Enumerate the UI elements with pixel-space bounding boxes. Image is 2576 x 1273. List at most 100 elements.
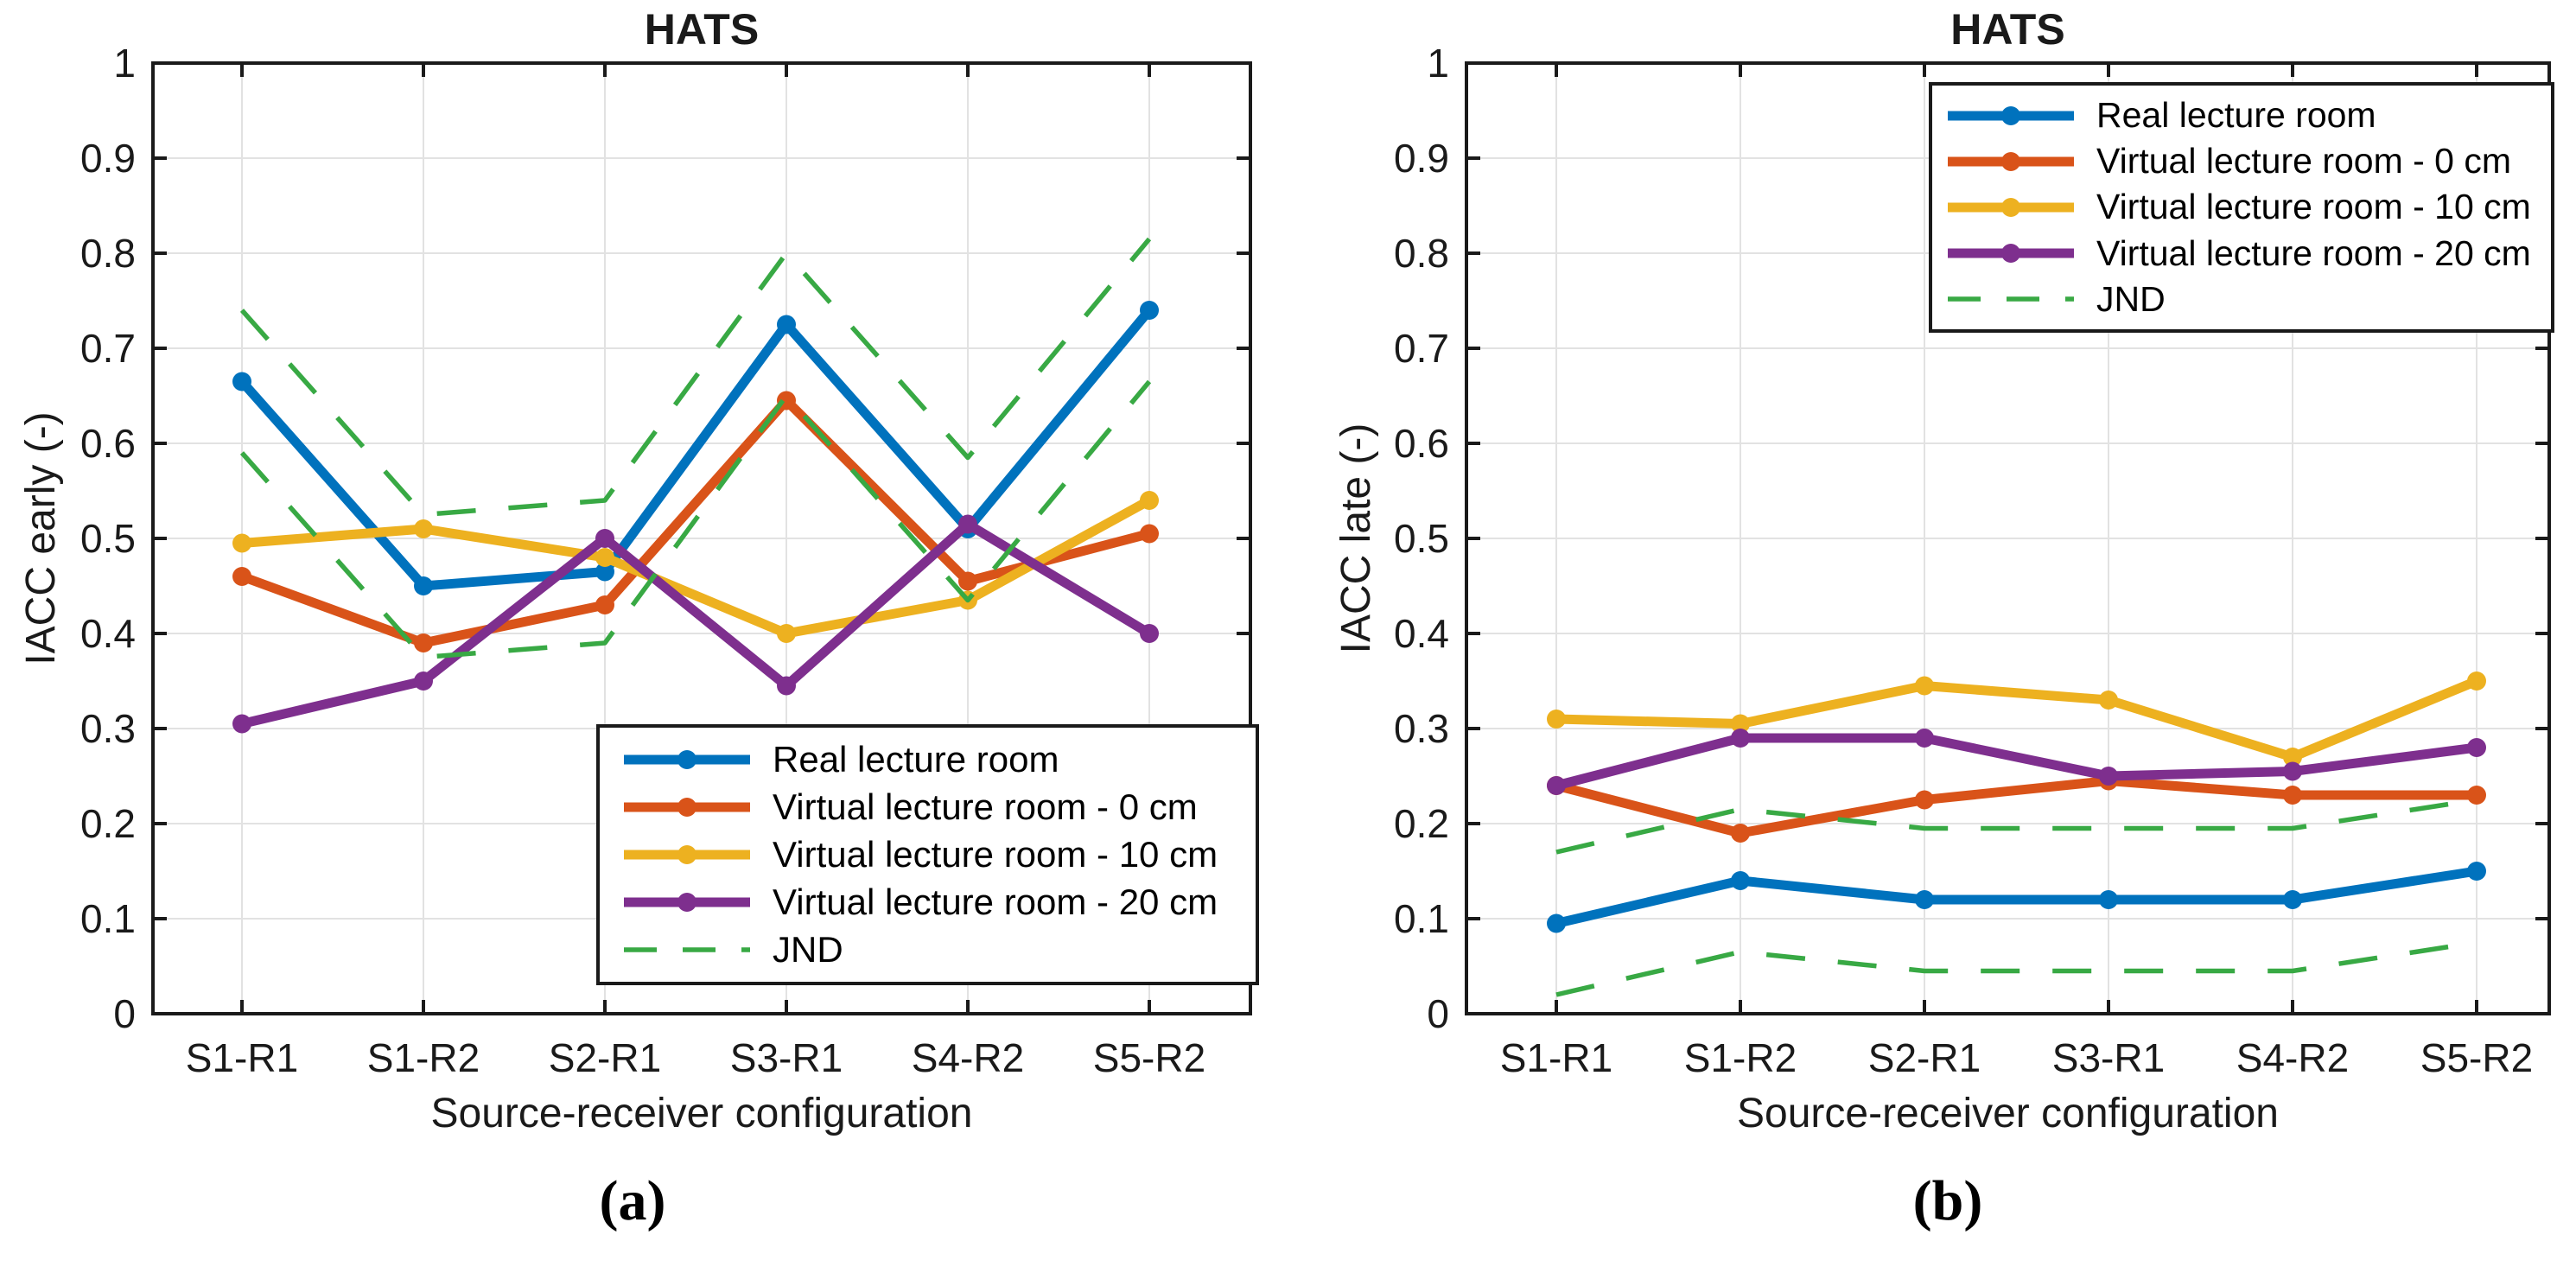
data-point-S5-R2 (2467, 786, 2486, 805)
data-point-S4-R2 (2283, 890, 2302, 909)
data-point-S5-R2 (1140, 301, 1159, 320)
data-point-S3-R1 (777, 315, 796, 334)
panel-b-xlabel: Source-receiver configuration (1737, 1091, 2279, 1136)
legend-line-sample (1948, 244, 2074, 264)
panel-a-xlabel: Source-receiver configuration (430, 1091, 973, 1136)
subfigure-a-caption: (a) (599, 1169, 666, 1232)
y-tick-label: 0.8 (1394, 231, 1449, 276)
data-point-S1-R1 (232, 567, 251, 586)
y-tick-label: 0.3 (1394, 706, 1449, 751)
legend-label: JND (2096, 278, 2166, 319)
subfigure-b-caption: (b) (1912, 1169, 1983, 1232)
y-tick-label: 0.2 (1394, 801, 1449, 846)
y-tick-label: 0.6 (1394, 421, 1449, 466)
legend-dashed-line-sample (1948, 296, 2074, 302)
series-jnd-upper-line (1555, 797, 2477, 855)
data-point-S5-R2 (1140, 524, 1159, 544)
data-point-S3-R1 (777, 676, 796, 696)
legend-entry: JND (1946, 279, 2546, 320)
data-point-S1-R2 (414, 519, 433, 538)
data-point-S2-R1 (1915, 890, 1934, 909)
legend-line-sample (624, 750, 750, 770)
legend-entry: Real lecture room (1946, 95, 2546, 136)
data-point-S3-R1 (2099, 890, 2118, 909)
legend-label: Real lecture room (773, 739, 1059, 780)
data-point-S2-R1 (1915, 676, 1934, 696)
x-tick-label: S4-R2 (2236, 1035, 2349, 1080)
series-jnd-upper-line (239, 237, 1152, 518)
data-point-S1-R1 (232, 533, 251, 553)
data-point-S1-R2 (414, 672, 433, 691)
data-point-S1-R2 (1731, 824, 1750, 843)
legend-label: Virtual lecture room - 0 cm (2096, 141, 2512, 181)
x-tick-label: S2-R1 (1868, 1035, 1981, 1080)
data-point-S1-R1 (232, 714, 251, 734)
data-point-S1-R1 (1547, 776, 1566, 795)
data-point-S5-R2 (1140, 624, 1159, 643)
data-point-S2-R1 (1915, 729, 1934, 748)
x-tick-label: S5-R2 (1093, 1035, 1205, 1080)
x-tick-label: S3-R1 (730, 1035, 843, 1080)
data-point-S4-R2 (2283, 786, 2302, 805)
x-tick-label: S1-R1 (186, 1035, 298, 1080)
x-tick-label: S4-R2 (912, 1035, 1024, 1080)
data-point-S1-R2 (1731, 871, 1750, 890)
data-point-S2-R1 (595, 548, 614, 567)
data-point-S2-R1 (595, 529, 614, 548)
legend-entry: Virtual lecture room - 10 cm (622, 834, 1250, 875)
legend-entry: Virtual lecture room - 20 cm (1946, 233, 2546, 274)
legend-label: JND (773, 928, 843, 970)
legend-entry: Virtual lecture room - 20 cm (622, 882, 1250, 923)
panel-a-legend: Real lecture room Virtual lecture room - … (596, 724, 1259, 985)
data-point-S5-R2 (2467, 862, 2486, 881)
panel-b-legend: Real lecture room Virtual lecture room - … (1929, 82, 2554, 333)
series-virtual-lecture-room-0-cm-line (1555, 776, 2477, 838)
legend-entry: Virtual lecture room - 0 cm (622, 786, 1250, 828)
data-point-S3-R1 (777, 624, 796, 643)
series-virtual-lecture-room-0-cm-line (240, 396, 1151, 648)
y-tick-label: 1 (113, 41, 136, 86)
series-real-lecture-room-line (238, 307, 1154, 591)
y-tick-label: 0.2 (80, 801, 136, 846)
y-tick-label: 1 (1427, 41, 1449, 86)
data-point-S1-R1 (1547, 913, 1566, 933)
legend-dashed-line-sample (624, 946, 750, 952)
y-tick-label: 0.9 (80, 136, 136, 181)
legend-line-sample (1948, 197, 2074, 217)
legend-line-sample (624, 798, 750, 818)
legend-label: Real lecture room (2096, 95, 2376, 136)
y-tick-label: 0.9 (1394, 136, 1449, 181)
legend-line-sample (624, 844, 750, 864)
legend-line-sample (1948, 105, 2074, 125)
x-tick-label: S5-R2 (2420, 1035, 2533, 1080)
y-tick-label: 0.7 (1394, 326, 1449, 371)
legend-line-sample (1948, 151, 2074, 171)
data-point-S5-R2 (1140, 491, 1159, 510)
legend-entry: Virtual lecture room - 0 cm (1946, 141, 2546, 181)
y-tick-label: 0.1 (80, 896, 136, 941)
x-tick-label: S1-R2 (1684, 1035, 1797, 1080)
y-tick-label: 0.6 (80, 421, 136, 466)
data-point-S2-R1 (1915, 790, 1934, 810)
legend-label: Virtual lecture room - 20 cm (2096, 232, 2531, 273)
y-tick-label: 0.1 (1394, 896, 1449, 941)
data-point-S1-R1 (1547, 710, 1566, 729)
y-tick-label: 0.4 (1394, 611, 1449, 656)
series-real-lecture-room-line (1555, 866, 2477, 928)
legend-entry: Virtual lecture room - 10 cm (1946, 187, 2546, 227)
series-jnd-lower-line (239, 379, 1152, 660)
y-tick-label: 0.5 (80, 516, 136, 561)
series-virtual-lecture-room-20-cm-line (240, 519, 1152, 729)
y-tick-label: 0.4 (80, 611, 136, 656)
y-tick-label: 0.8 (80, 231, 136, 276)
data-point-S1-R2 (414, 576, 433, 595)
x-tick-label: S1-R1 (1500, 1035, 1612, 1080)
legend-label: Virtual lecture room - 10 cm (2096, 187, 2531, 227)
panel-a-title: HATS (644, 5, 760, 54)
data-point-S4-R2 (2283, 761, 2302, 781)
data-point-S4-R2 (2283, 748, 2302, 767)
data-point-S1-R2 (1731, 714, 1750, 734)
legend-label: Virtual lecture room - 20 cm (773, 881, 1218, 922)
